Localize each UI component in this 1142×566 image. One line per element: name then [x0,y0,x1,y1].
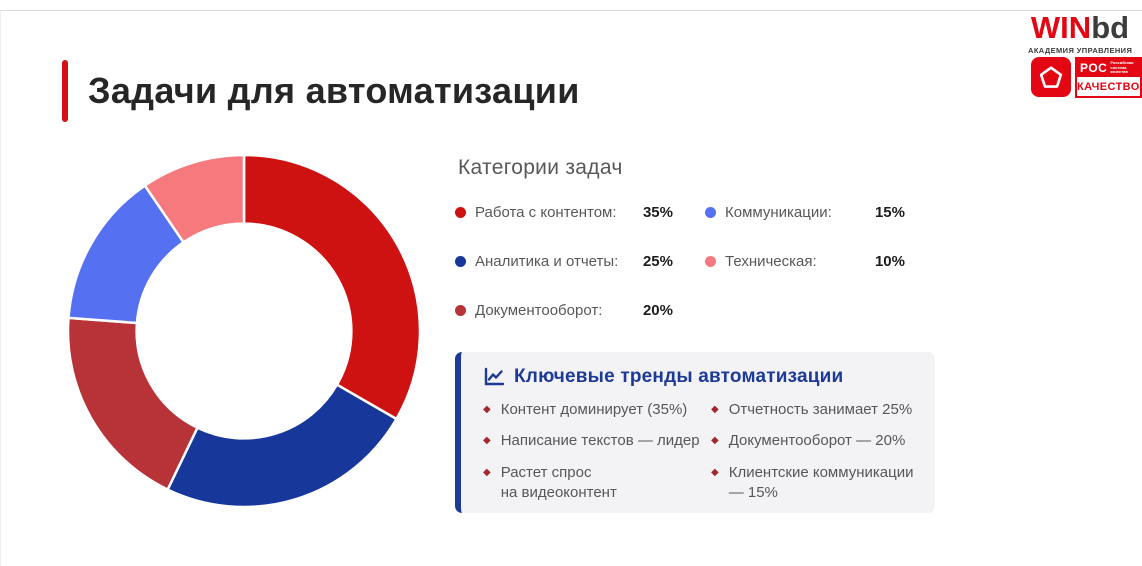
trends-title-row: Ключевые тренды автоматизации [461,352,935,388]
legend-value: 20% [642,302,673,319]
page-title: Задачи для автоматизации [88,70,580,111]
legend-value: 35% [642,204,673,221]
legend-color-dot [455,207,466,218]
legend-value: 25% [642,253,673,270]
pentagon-icon [1039,66,1063,88]
roskachestvo-text-block: РОС Российская система качества КАЧЕСТВО [1075,57,1142,98]
diamond-bullet-icon: ◆ [711,435,719,447]
trend-item: ◆ Документооборот — 20% [711,431,926,451]
legend-item: Коммуникации: 15% [705,188,905,237]
donut-chart-svg [66,153,422,509]
legend-color-dot [455,256,466,267]
winbd-subtitle: АКАДЕМИЯ УПРАВЛЕНИЯ [1028,46,1133,55]
legend-color-dot [455,305,466,316]
legend-item: Аналитика и отчеты: 25% [455,237,673,286]
roskachestvo-side-text: Российская система качества [1110,60,1134,75]
diamond-bullet-icon: ◆ [483,466,491,478]
legend-label: Работа с контентом: [475,204,617,221]
winbd-wordmark-dark: bd [1091,10,1130,45]
diamond-bullet-icon: ◆ [483,404,491,415]
trend-item: ◆ Растет спрос на видеоконтент [483,463,701,504]
diamond-bullet-icon: ◆ [711,466,719,478]
legend-value: 15% [874,204,905,221]
winbd-logo: WINbd АКАДЕМИЯ УПРАВЛЕНИЯ [1028,12,1132,55]
donut-segment-3 [66,316,200,492]
roskachestvo-ros-label: РОС [1080,61,1108,75]
legend-item: Работа с контентом: 35% [455,188,673,237]
diamond-bullet-icon: ◆ [483,435,491,447]
trend-item-text: Клиентские коммуникации — 15% [728,463,914,501]
roskachestvo-logo: РОС Российская система качества КАЧЕСТВО [1031,57,1142,98]
legend-items: Работа с контентом: 35% Аналитика и отчеты… [455,188,905,335]
trend-items: ◆ Контент доминирует (35%) ◆ Отчетность зан… [483,400,935,503]
roskachestvo-top-row: РОС Российская система качества [1077,59,1140,77]
legend-heading: Категории задач [458,156,623,179]
trend-item-text: Контент доминирует (35%) [500,401,688,418]
trend-item: ◆ Написание текстов — лидер [483,431,701,451]
legend-color-dot [705,207,716,218]
roskachestvo-pentagon-badge [1031,57,1071,97]
legend-item: Документооборот: 20% [455,286,673,335]
donut-segment-1 [242,153,422,421]
trend-item-text: Растет спрос на видеоконтент [500,463,617,501]
winbd-wordmark: WINbd [1028,12,1132,43]
donut-segment-2 [165,382,399,509]
legend-label: Аналитика и отчеты: [475,253,619,270]
legend-label: Техническая: [725,253,817,270]
legend-item: Техническая: 10% [705,237,905,286]
trend-item-text: Отчетность занимает 25% [728,401,913,418]
title-accent-bar [62,60,68,122]
legend-color-dot [705,256,716,267]
trend-item-text: Написание текстов — лидер [500,432,700,450]
trends-box: Ключевые тренды автоматизации ◆ Контент д… [455,352,935,513]
trend-item-text: Документооборот — 20% [728,432,906,450]
roskachestvo-kachestvo-label: КАЧЕСТВО [1077,80,1140,93]
trends-title: Ключевые тренды автоматизации [514,366,844,387]
donut-chart [54,141,434,521]
legend-value: 10% [874,253,905,270]
winbd-wordmark-red: WIN [1030,10,1092,45]
line-chart-icon [484,367,505,386]
diamond-bullet-icon: ◆ [711,404,719,415]
trend-item: ◆ Контент доминирует (35%) [483,400,701,420]
donut-segment-5 [143,153,246,245]
trend-item: ◆ Отчетность занимает 25% [711,400,926,420]
legend-label: Коммуникации: [725,204,832,221]
trend-item: ◆ Клиентские коммуникации — 15% [711,463,926,504]
legend-label: Документооборот: [475,302,603,319]
